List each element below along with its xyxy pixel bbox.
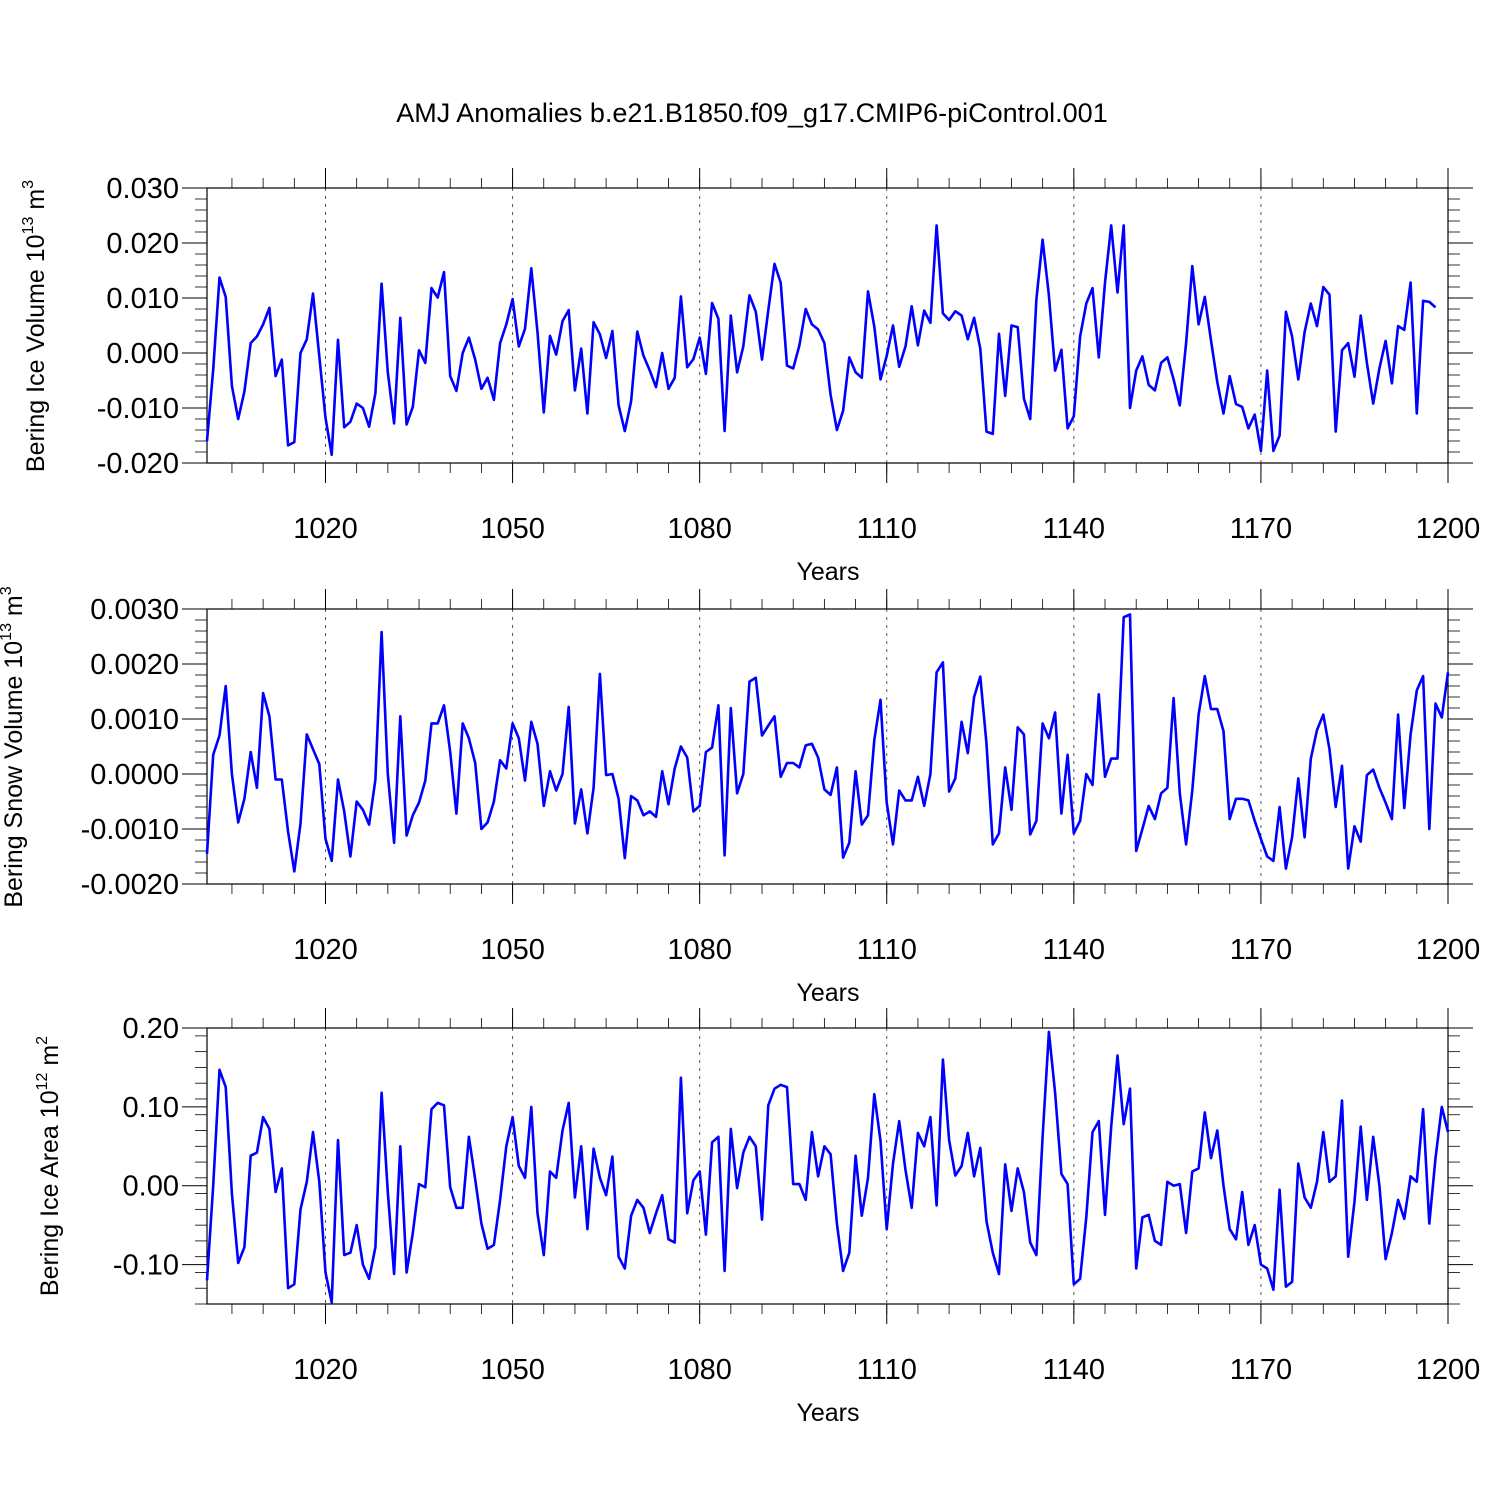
x-axis-label: Years [796,979,859,1007]
y-tick-label: 0.0010 [90,704,179,736]
x-axis-label: Years [796,558,859,586]
y-tick-label: 0.030 [106,173,179,205]
y-tick-label: 0.020 [106,228,179,260]
x-tick-label: 1110 [857,513,917,545]
x-tick-label: 1200 [1416,513,1481,545]
x-tick-label: 1110 [857,1354,917,1386]
x-tick-label: 1140 [1043,1354,1105,1386]
x-tick-label: 1170 [1230,1354,1292,1386]
x-tick-label: 1020 [293,1354,358,1386]
y-tick-label: 0.10 [123,1092,179,1124]
y-axis-label-unit-exponent: 3 [20,180,37,189]
plot-frame [206,187,1449,464]
x-tick-label: 1050 [480,513,545,545]
x-tick-label: 1170 [1230,934,1292,966]
chart-panel-2: -0.0020 -0.0010 0.0000 0.0010 0.0020 0.0030 10… [0,586,1480,1007]
y-axis-label-exponent: 13 [0,623,15,641]
x-tick-label: 1140 [1043,513,1105,545]
y-axis-label-unit-exponent: 3 [0,586,15,595]
x-tick-label: 1140 [1043,934,1105,966]
y-tick-label: -0.0020 [81,869,179,901]
y-tick-label: 0.0000 [90,759,179,791]
chart-title: AMJ Anomalies b.e21.B1850.f09_g17.CMIP6-… [396,98,1107,128]
y-tick-label: 0.0020 [90,649,179,681]
y-tick-label: 0.20 [123,1013,179,1045]
x-tick-label: 1080 [667,513,732,545]
x-tick-label: 1080 [667,934,732,966]
y-axis-label: Bering Ice Volume 1013 m3 [20,180,50,472]
x-tick-label: 1050 [480,934,545,966]
chart-panel-1: -0.020 -0.010 0.000 0.010 0.020 0.030 1020 1050… [20,168,1480,586]
y-tick-label: -0.10 [113,1250,179,1282]
series-line [205,613,1450,873]
y-axis-label-unit: m [36,1045,64,1073]
chart-panel-3: -0.10 0.00 0.10 0.20 1020 1050 1080 1110 1140 117… [34,1008,1480,1427]
x-tick-label: 1020 [293,513,358,545]
y-axis-label-text: Bering Ice Volume 10 [22,234,50,472]
plot-frame [206,608,1449,885]
y-axis-label: Bering Ice Area 1012 m2 [34,1036,64,1296]
y-tick-label: -0.020 [97,448,179,480]
y-tick-label: 0.00 [123,1171,179,1203]
y-axis-label-exponent: 13 [20,217,37,235]
x-tick-label: 1020 [293,934,358,966]
x-tick-label: 1110 [857,934,917,966]
x-tick-label: 1200 [1416,934,1481,966]
y-axis-label: Bering Snow Volume 1013 m3 [0,586,28,907]
y-axis-label-text: Bering Ice Area 10 [36,1090,64,1296]
x-tick-label: 1200 [1416,1354,1481,1386]
plot-frame [206,1027,1449,1305]
x-tick-label: 1080 [667,1354,732,1386]
series-line [205,1030,1450,1304]
x-tick-label: 1170 [1230,513,1292,545]
y-axis-label-text: Bering Snow Volume 10 [0,641,28,908]
x-tick-label: 1050 [480,1354,545,1386]
series-line [205,224,1437,457]
y-tick-label: -0.010 [97,393,179,425]
y-tick-label: 0.000 [106,338,179,370]
y-tick-label: -0.0010 [81,814,179,846]
y-tick-label: 0.0030 [90,594,179,626]
y-tick-label: 0.010 [106,283,179,315]
x-axis-label: Years [796,1399,859,1427]
y-axis-label-unit: m [22,189,50,217]
y-axis-label-unit: m [0,595,28,623]
y-axis-label-unit-exponent: 2 [34,1036,51,1045]
y-axis-label-exponent: 12 [34,1072,51,1090]
